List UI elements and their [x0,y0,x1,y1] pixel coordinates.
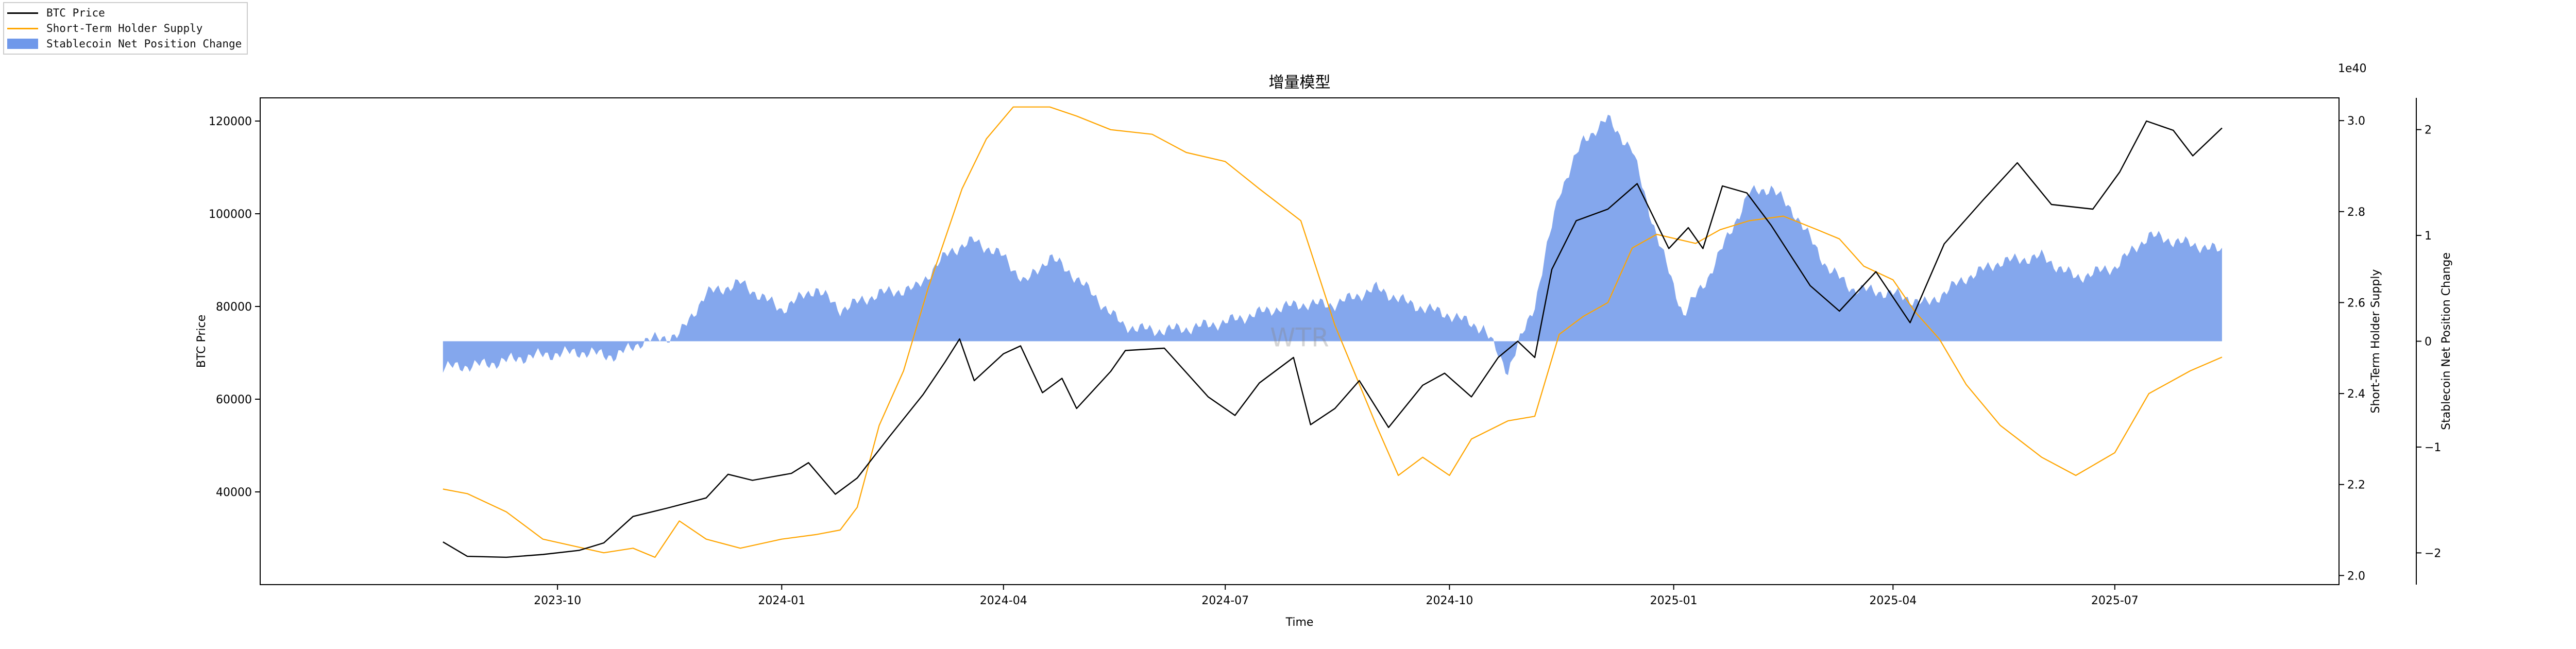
y-left-tick-label: 120000 [209,115,252,128]
y-right2-tick-label: −2 [2425,547,2441,560]
x-tick-label: 2025-01 [1650,594,1698,607]
legend-label-stablecoin: Stablecoin Net Position Change [46,38,242,50]
x-tick-label: 2025-04 [1869,594,1917,607]
x-tick-label: 2023-10 [534,594,581,607]
y-right1-axis-label: Short-Term Holder Supply [2369,269,2382,414]
x-tick-label: 2024-04 [980,594,1027,607]
y-right2-tick-label: 0 [2425,336,2432,349]
y-right2-tick-label: 1 [2425,230,2432,243]
y-left-tick-label: 40000 [216,486,252,499]
y-right1-tick-label: 3.0 [2347,115,2365,128]
x-tick-label: 2025-07 [2091,594,2139,607]
axes-layer: 2023-10 2024-01 2024-04 2024-07 2024-10 2025-… [209,98,2441,607]
chart-title: 增量模型 [1269,74,1331,92]
legend-item-sth-supply: Short-Term Holder Supply [7,21,242,36]
legend-label-sth-supply: Short-Term Holder Supply [46,22,203,35]
legend-swatch-stablecoin [7,39,38,49]
x-tick-label: 2024-01 [758,594,805,607]
y-right1-tick-label: 2.0 [2347,570,2365,583]
legend-item-btc-price: BTC Price [7,5,242,21]
sth-supply-line [443,106,2223,558]
legend-swatch-btc-price [7,12,38,14]
y-left-tick-label: 100000 [209,208,252,221]
stablecoin-area-series [443,114,2222,375]
line-series-layer [443,106,2223,558]
y-right1-tick-label: 2.6 [2347,297,2365,310]
stablecoin-area-path [443,114,2222,375]
legend-item-stablecoin: Stablecoin Net Position Change [7,36,242,52]
plot-frame [260,97,2340,585]
legend-label-btc-price: BTC Price [46,7,105,19]
y-left-axis-label: BTC Price [195,315,208,368]
y-right2-tick-label: 2 [2425,124,2432,137]
y-right1-tick-label: 2.4 [2347,388,2365,401]
x-tick-label: 2024-07 [1201,594,1249,607]
legend-swatch-sth-supply [7,27,38,29]
btc-price-line [443,120,2223,558]
y-right1-tick-label: 2.2 [2347,479,2365,492]
y-right1-tick-label: 2.8 [2347,206,2365,219]
y-left-tick-label: 60000 [216,394,252,406]
y-right2-tick-label: −1 [2425,441,2441,454]
x-tick-label: 2024-10 [1426,594,1473,607]
y-right2-axis-label: Stablecoin Net Position Change [2440,252,2453,430]
x-axis-label: Time [1285,616,1314,629]
center-watermark: WTR [1270,323,1329,353]
y-left-tick-label: 80000 [216,301,252,314]
axis-offset-label: 1e40 [2338,62,2367,75]
chart-legend: BTC Price Short-Term Holder Supply Stabl… [3,2,248,55]
